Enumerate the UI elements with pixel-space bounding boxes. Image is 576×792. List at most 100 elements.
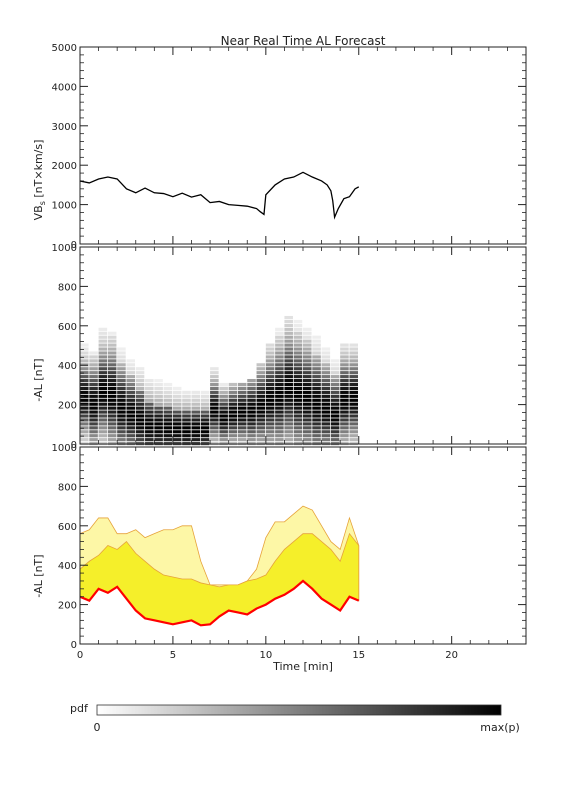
y-tick-label: 800: [58, 482, 77, 493]
heatmap-cell: [98, 410, 108, 414]
heatmap-cell: [135, 390, 145, 394]
y-tick-label: 0: [71, 240, 77, 251]
heatmap-cell: [340, 386, 349, 391]
heatmap-cell: [89, 375, 98, 379]
heatmap-cell: [284, 410, 293, 414]
heatmap-cell: [303, 402, 312, 406]
heatmap-cell: [163, 406, 173, 410]
heatmap-cell: [191, 418, 201, 422]
heatmap-cell: [330, 382, 340, 387]
heatmap-cell: [200, 434, 210, 438]
heatmap-cell: [117, 394, 126, 398]
heatmap-cell: [284, 386, 293, 391]
heatmap-cell: [321, 410, 331, 414]
heatmap-cell: [293, 398, 303, 402]
heatmap-cell: [293, 335, 303, 339]
heatmap-cell: [163, 394, 173, 398]
heatmap-cell: [191, 422, 201, 426]
heatmap-cell: [284, 390, 293, 394]
heatmap-cell: [182, 418, 191, 422]
heatmap-cell: [349, 422, 359, 426]
heatmap-cell: [303, 375, 312, 379]
heatmap-cell: [303, 351, 312, 355]
heatmap-cell: [349, 343, 359, 347]
heatmap-cell: [126, 386, 136, 391]
heatmap-cell: [293, 367, 303, 371]
heatmap-cell: [98, 422, 108, 426]
heatmap-cell: [145, 378, 154, 383]
heatmap-cell: [89, 406, 98, 410]
heatmap-cell: [126, 382, 136, 387]
heatmap-cell: [163, 430, 173, 434]
heatmap-cell: [275, 426, 284, 430]
heatmap-cell: [275, 410, 284, 414]
heatmap-cell: [349, 382, 359, 387]
heatmap-cell: [312, 363, 321, 367]
heatmap-cell: [330, 418, 340, 422]
heatmap-cell: [89, 422, 98, 426]
heatmap-cell: [284, 434, 293, 438]
heatmap-cell: [191, 402, 201, 406]
heatmap-cell: [293, 355, 303, 359]
inner-probability-band: [79, 532, 360, 626]
heatmap-cell: [265, 371, 275, 375]
heatmap-cell: [340, 410, 349, 414]
pdf-heatmap: [80, 315, 359, 446]
heatmap-cell: [265, 434, 275, 438]
colorbar-max-label: max(p): [480, 721, 520, 734]
heatmap-cell: [200, 426, 210, 430]
heatmap-cell: [154, 430, 163, 434]
heatmap-cell: [312, 367, 321, 371]
y-tick-label: 4000: [52, 82, 77, 93]
heatmap-cell: [154, 378, 163, 383]
heatmap-cell: [265, 402, 275, 406]
heatmap-cell: [80, 375, 89, 379]
heatmap-cell: [89, 367, 98, 371]
heatmap-cell: [107, 406, 117, 410]
heatmap-cell: [228, 390, 238, 394]
heatmap-cell: [200, 406, 210, 410]
heatmap-cell: [275, 382, 284, 387]
heatmap-cell: [98, 382, 108, 387]
heatmap-cell: [98, 371, 108, 375]
heatmap-cell: [80, 410, 89, 414]
heatmap-cell: [200, 394, 210, 398]
heatmap-cell: [303, 359, 312, 363]
heatmap-cell: [163, 402, 173, 406]
heatmap-cell: [303, 438, 312, 442]
heatmap-cell: [126, 414, 136, 418]
heatmap-cell: [275, 355, 284, 359]
heatmap-cell: [293, 426, 303, 430]
heatmap-cell: [303, 367, 312, 371]
heatmap-cell: [117, 375, 126, 379]
heatmap-cell: [237, 430, 247, 434]
heatmap-cell: [98, 363, 108, 367]
heatmap-cell: [98, 375, 108, 379]
heatmap-cell: [247, 398, 256, 402]
heatmap-cell: [89, 355, 98, 359]
heatmap-cell: [172, 390, 182, 394]
heatmap-cell: [303, 347, 312, 351]
heatmap-cell: [80, 390, 89, 394]
heatmap-cell: [126, 378, 136, 383]
heatmap-cell: [98, 347, 108, 351]
heatmap-cell: [349, 390, 359, 394]
heatmap-cell: [80, 422, 89, 426]
heatmap-cell: [275, 347, 284, 351]
heatmap-cell: [117, 398, 126, 402]
heatmap-cell: [228, 382, 238, 387]
heatmap-cell: [210, 375, 219, 379]
heatmap-cell: [247, 438, 256, 442]
heatmap-cell: [98, 390, 108, 394]
heatmap-cell: [321, 375, 331, 379]
heatmap-cell: [145, 382, 154, 387]
heatmap-cell: [107, 434, 117, 438]
heatmap-cell: [126, 394, 136, 398]
heatmap-cell: [275, 331, 284, 335]
pdf-panel: 0 200 400 600 800 1000 -AL [nT]: [32, 243, 527, 451]
heatmap-cell: [172, 402, 182, 406]
colorbar-gradient: [96, 704, 502, 716]
heatmap-cell: [107, 382, 117, 387]
